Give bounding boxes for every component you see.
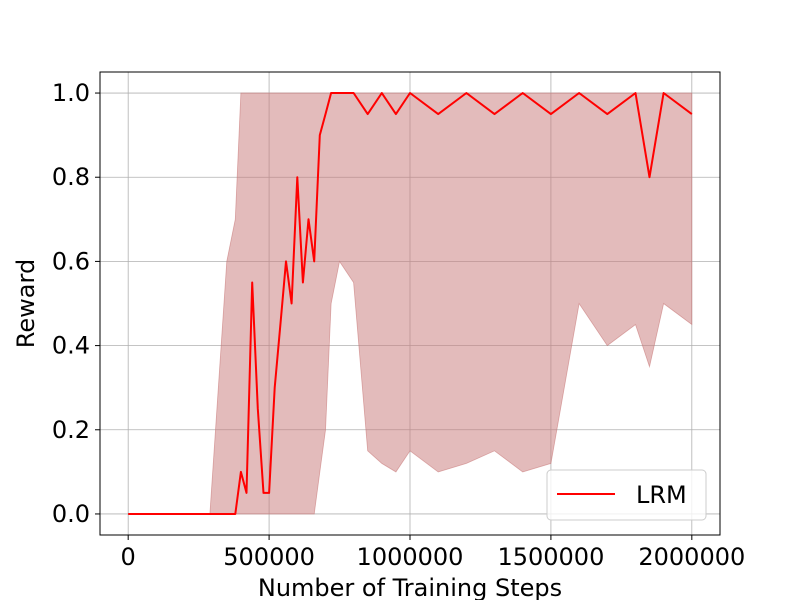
x-tick-label: 2000000 [638, 543, 745, 571]
legend-label-lrm: LRM [636, 481, 687, 509]
legend: LRM [546, 469, 707, 521]
y-tick-label: 0.2 [52, 416, 90, 444]
y-tick-label: 1.0 [52, 79, 90, 107]
legend-box [546, 469, 707, 521]
y-tick-label: 0.8 [52, 163, 90, 191]
y-axis-ticks: 0.0 0.2 0.4 0.6 0.8 1.0 [52, 79, 100, 528]
x-tick-label: 1500000 [497, 543, 604, 571]
y-axis-label: Reward [12, 259, 40, 348]
y-tick-label: 0.6 [52, 247, 90, 275]
confidence-band [128, 92, 693, 515]
x-tick-label: 1000000 [357, 543, 464, 571]
band-lrm [128, 92, 693, 515]
y-tick-label: 0.4 [52, 332, 90, 360]
x-axis-ticks: 0 500000 1000000 1500000 2000000 [121, 535, 745, 571]
x-tick-label: 0 [121, 543, 136, 571]
y-tick-label: 0.0 [52, 500, 90, 528]
x-axis-label: Number of Training Steps [258, 574, 562, 600]
line-lrm [128, 92, 693, 515]
series-lines [128, 92, 693, 515]
x-tick-label: 500000 [223, 543, 315, 571]
